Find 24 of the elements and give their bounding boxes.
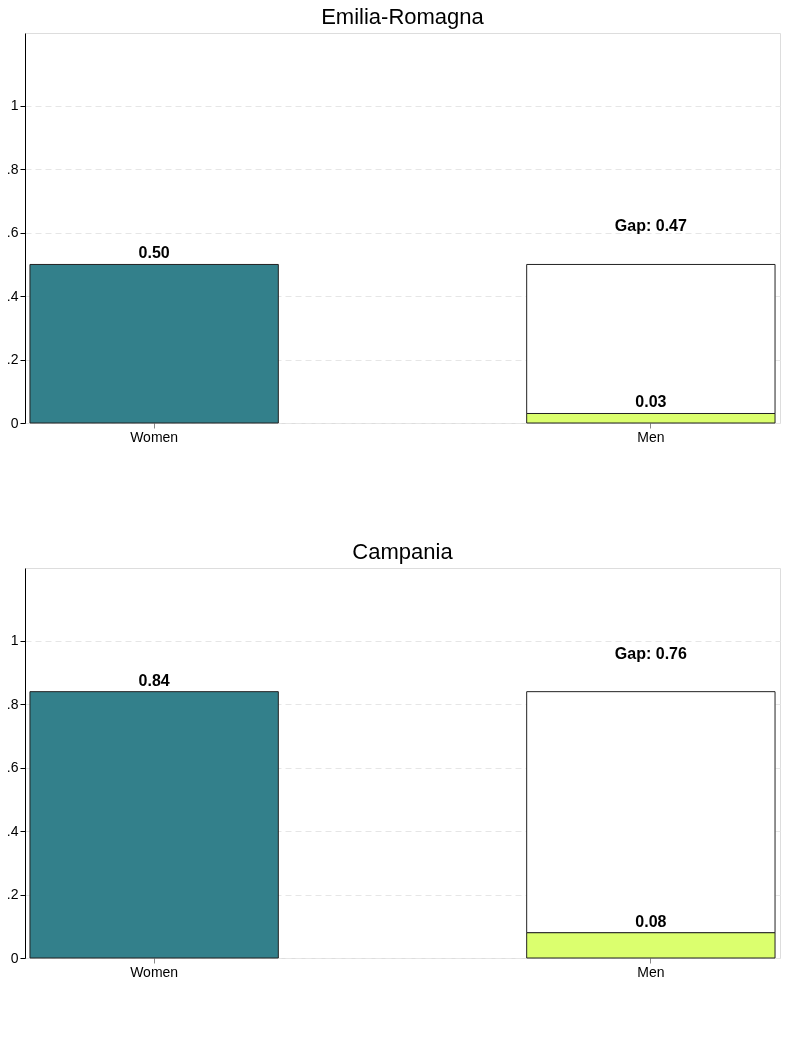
data-label: 0.03 [635,393,667,411]
y-tick-label: .2 [6,886,19,903]
y-tick-label: .8 [6,695,19,712]
y-tick-label: 0 [10,414,19,431]
y-tick-label: .4 [6,287,19,304]
x-tick-label: Women [130,963,179,980]
y-tick-label: .8 [6,160,19,177]
data-label: Gap: 0.76 [614,644,687,662]
data-label: 0.08 [635,912,667,930]
x-tick-label: Men [637,428,665,445]
y-tick-label: .2 [6,351,19,368]
x-tick-label: Women [130,428,179,445]
y-tick-label: 1 [10,97,19,114]
data-label: 0.50 [138,244,170,262]
chart-title: Campania [352,539,454,564]
y-tick-label: .4 [6,822,19,839]
y-tick-label: .6 [6,224,19,241]
y-tick-label: 0 [10,949,19,966]
data-label: Gap: 0.47 [614,217,687,235]
y-tick-label: .6 [6,759,19,776]
chart-title: Emilia-Romagna [321,4,485,29]
y-tick-label: 1 [10,632,19,649]
x-tick-label: Men [637,963,665,980]
data-label: 0.84 [138,671,170,689]
